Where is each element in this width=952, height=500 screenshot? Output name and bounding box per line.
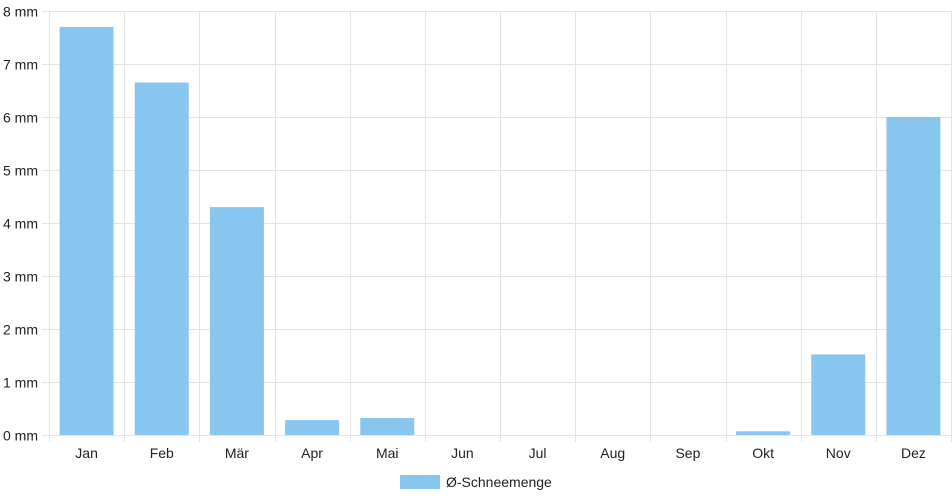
- y-tick-label: 5 mm: [3, 163, 38, 179]
- bar-dez[interactable]: [886, 117, 941, 435]
- bar-jan[interactable]: [59, 26, 114, 436]
- bar-mär[interactable]: [209, 207, 264, 435]
- legend-swatch: [400, 475, 440, 489]
- bar-mai[interactable]: [360, 418, 415, 435]
- x-tick-label: Jul: [529, 445, 547, 461]
- y-tick-label: 8 mm: [3, 4, 38, 20]
- y-tick-label: 0 mm: [3, 428, 38, 444]
- x-tick-label: Feb: [150, 445, 174, 461]
- y-tick-label: 1 mm: [3, 375, 38, 391]
- legend-label: Ø-Schneemenge: [446, 474, 552, 490]
- y-tick-label: 6 mm: [3, 110, 38, 126]
- chart-bars: [59, 26, 941, 436]
- bar-nov[interactable]: [811, 354, 866, 435]
- bar-apr[interactable]: [285, 420, 340, 435]
- bar-okt[interactable]: [736, 431, 791, 435]
- x-tick-label: Jun: [451, 445, 474, 461]
- x-tick-label: Dez: [901, 445, 926, 461]
- y-tick-label: 4 mm: [3, 216, 38, 232]
- x-tick-label: Aug: [600, 445, 625, 461]
- x-tick-label: Nov: [826, 445, 851, 461]
- bar-feb[interactable]: [134, 82, 189, 436]
- y-tick-label: 2 mm: [3, 322, 38, 338]
- x-tick-label: Sep: [675, 445, 700, 461]
- y-axis-ticks: 0 mm 1 mm 2 mm 3 mm 4 mm 5 mm 6 mm 7 mm 8 mm: [3, 4, 38, 444]
- x-axis-ticks: Jan Feb Mär Apr Mai Jun Jul Aug Sep Okt Nov Dez: [75, 445, 926, 461]
- x-tick-label: Okt: [752, 445, 774, 461]
- y-tick-label: 7 mm: [3, 57, 38, 73]
- chart-legend[interactable]: Ø-Schneemenge: [400, 474, 552, 490]
- x-tick-label: Mär: [225, 445, 249, 461]
- y-tick-label: 3 mm: [3, 269, 38, 285]
- x-tick-label: Mai: [376, 445, 399, 461]
- x-tick-label: Jan: [75, 445, 98, 461]
- x-tick-label: Apr: [301, 445, 323, 461]
